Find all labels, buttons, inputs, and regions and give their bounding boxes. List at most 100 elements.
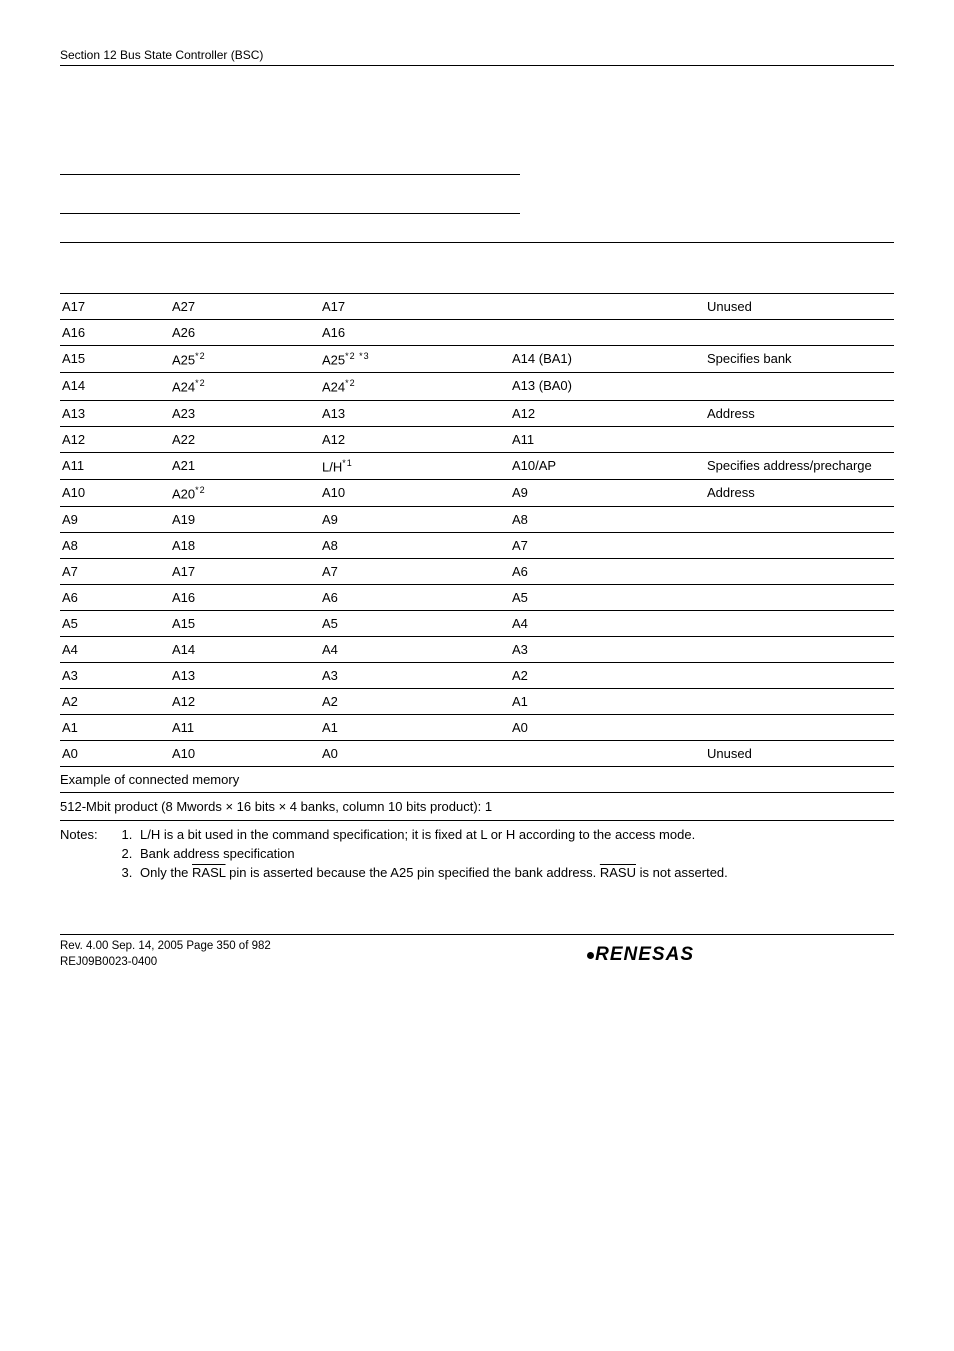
table-cell: A0 [60, 741, 170, 767]
notes-label: Notes: [60, 827, 116, 884]
table-cell: A7 [60, 559, 170, 585]
table-cell: A5 [60, 611, 170, 637]
table-cell: A14 [170, 637, 320, 663]
table-cell: A15 [60, 346, 170, 373]
table-cell: A3 [510, 637, 705, 663]
table-cell: A26 [170, 320, 320, 346]
table-cell: A16 [320, 320, 510, 346]
table-cell [705, 663, 894, 689]
table-cell: A2 [320, 689, 510, 715]
table-cell [705, 715, 894, 741]
note-item: Only the RASL pin is asserted because th… [136, 865, 728, 880]
table-cell: A3 [60, 663, 170, 689]
table-cell [705, 559, 894, 585]
rule-line [60, 185, 520, 214]
table-cell: Specifies address/precharge [705, 452, 894, 479]
table-cell: A10 [320, 479, 510, 506]
table-cell: A4 [320, 637, 510, 663]
footer-rev: Rev. 4.00 Sep. 14, 2005 Page 350 of 982 [60, 938, 271, 954]
table-cell: A12 [510, 400, 705, 426]
table-cell: A21 [170, 452, 320, 479]
footer-left: Rev. 4.00 Sep. 14, 2005 Page 350 of 982 … [60, 938, 271, 970]
table-cell: A7 [510, 533, 705, 559]
table-row: A9A19A9A8 [60, 507, 894, 533]
table-cell [705, 637, 894, 663]
table-cell: A5 [510, 585, 705, 611]
table-row: A15A25*2A25*2 *3A14 (BA1)Specifies bank [60, 346, 894, 373]
table-cell: A2 [60, 689, 170, 715]
table-row: A14A24*2A24*2A13 (BA0) [60, 373, 894, 400]
top-rules-block [60, 146, 894, 243]
table-cell: A27 [170, 294, 320, 320]
product-row: 512-Mbit product (8 Mwords × 16 bits × 4… [60, 792, 894, 820]
table-cell: A0 [320, 741, 510, 767]
table-cell: A8 [510, 507, 705, 533]
table-cell: A25*2 *3 [320, 346, 510, 373]
table-cell: A14 [60, 373, 170, 400]
table-row: A13A23A13A12Address [60, 400, 894, 426]
table-cell: A8 [60, 533, 170, 559]
table-cell: A14 (BA1) [510, 346, 705, 373]
table-cell: A16 [170, 585, 320, 611]
table-cell: A3 [320, 663, 510, 689]
table-cell: A1 [320, 715, 510, 741]
table-cell [705, 689, 894, 715]
table-cell: L/H*1 [320, 452, 510, 479]
table-cell: A12 [60, 426, 170, 452]
table-cell: A6 [320, 585, 510, 611]
table-cell: A12 [320, 426, 510, 452]
table-cell: A11 [510, 426, 705, 452]
note-item: Bank address specification [136, 846, 728, 861]
table-row: A1A11A1A0 [60, 715, 894, 741]
renesas-logo: RENESAS [587, 938, 894, 966]
table-cell: A9 [510, 479, 705, 506]
table-cell [510, 294, 705, 320]
table-cell: A24*2 [320, 373, 510, 400]
table-cell [705, 426, 894, 452]
pin-table: A17A27A17UnusedA16A26A16A15A25*2A25*2 *3… [60, 293, 894, 766]
table-cell: A6 [510, 559, 705, 585]
table-row: A12A22A12A11 [60, 426, 894, 452]
notes-body: L/H is a bit used in the command specifi… [116, 827, 728, 884]
table-cell: A24*2 [170, 373, 320, 400]
table-cell: A11 [60, 452, 170, 479]
table-row: A16A26A16 [60, 320, 894, 346]
product-text: 512-Mbit product (8 Mwords × 16 bits × 4… [60, 799, 492, 814]
table-row: A11A21L/H*1A10/APSpecifies address/prech… [60, 452, 894, 479]
note-item: L/H is a bit used in the command specifi… [136, 827, 728, 842]
table-cell [705, 507, 894, 533]
section-title: Section 12 Bus State Controller (BSC) [60, 48, 263, 62]
table-cell [705, 320, 894, 346]
table-row: A0A10A0Unused [60, 741, 894, 767]
page-footer: Rev. 4.00 Sep. 14, 2005 Page 350 of 982 … [60, 934, 894, 970]
rule-line [60, 146, 520, 175]
table-cell: A0 [510, 715, 705, 741]
table-cell: A13 [170, 663, 320, 689]
table-cell: A13 [320, 400, 510, 426]
table-cell: A17 [60, 294, 170, 320]
example-text: Example of connected memory [60, 772, 239, 787]
table-row: A8A18A8A7 [60, 533, 894, 559]
table-cell: A15 [170, 611, 320, 637]
table-cell: Unused [705, 741, 894, 767]
section-header: Section 12 Bus State Controller (BSC) [60, 48, 894, 66]
table-cell: A25*2 [170, 346, 320, 373]
table-cell: A10/AP [510, 452, 705, 479]
logo-dot-icon [587, 952, 594, 959]
table-cell: A9 [320, 507, 510, 533]
table-cell: A19 [170, 507, 320, 533]
table-cell: Unused [705, 294, 894, 320]
table-cell: Specifies bank [705, 346, 894, 373]
table-cell: A1 [510, 689, 705, 715]
rule-line [60, 214, 894, 243]
table-cell: A2 [510, 663, 705, 689]
table-cell: A8 [320, 533, 510, 559]
notes-block: Notes: L/H is a bit used in the command … [60, 820, 894, 884]
table-cell: Address [705, 479, 894, 506]
table-row: A2A12A2A1 [60, 689, 894, 715]
table-cell: A17 [320, 294, 510, 320]
table-cell: A4 [510, 611, 705, 637]
table-cell: A16 [60, 320, 170, 346]
table-cell: A5 [320, 611, 510, 637]
table-cell: A23 [170, 400, 320, 426]
